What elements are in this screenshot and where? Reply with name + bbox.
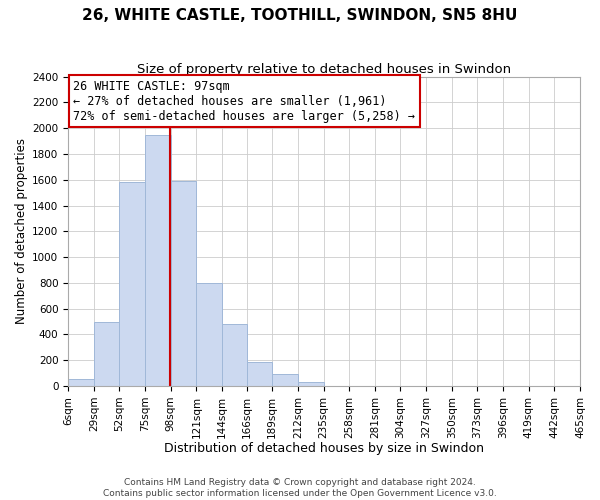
Bar bbox=[68, 379, 94, 386]
Bar bbox=[272, 374, 298, 386]
Text: Contains HM Land Registry data © Crown copyright and database right 2024.
Contai: Contains HM Land Registry data © Crown c… bbox=[103, 478, 497, 498]
Bar bbox=[145, 134, 171, 386]
X-axis label: Distribution of detached houses by size in Swindon: Distribution of detached houses by size … bbox=[164, 442, 484, 455]
Bar bbox=[171, 181, 196, 386]
Bar bbox=[222, 324, 247, 386]
Bar bbox=[196, 283, 222, 386]
Text: 26 WHITE CASTLE: 97sqm
← 27% of detached houses are smaller (1,961)
72% of semi-: 26 WHITE CASTLE: 97sqm ← 27% of detached… bbox=[73, 80, 415, 123]
Text: 26, WHITE CASTLE, TOOTHILL, SWINDON, SN5 8HU: 26, WHITE CASTLE, TOOTHILL, SWINDON, SN5… bbox=[82, 8, 518, 22]
Bar bbox=[247, 362, 272, 386]
Bar bbox=[119, 182, 145, 386]
Bar bbox=[94, 322, 119, 386]
Title: Size of property relative to detached houses in Swindon: Size of property relative to detached ho… bbox=[137, 62, 511, 76]
Bar bbox=[298, 382, 323, 386]
Y-axis label: Number of detached properties: Number of detached properties bbox=[15, 138, 28, 324]
